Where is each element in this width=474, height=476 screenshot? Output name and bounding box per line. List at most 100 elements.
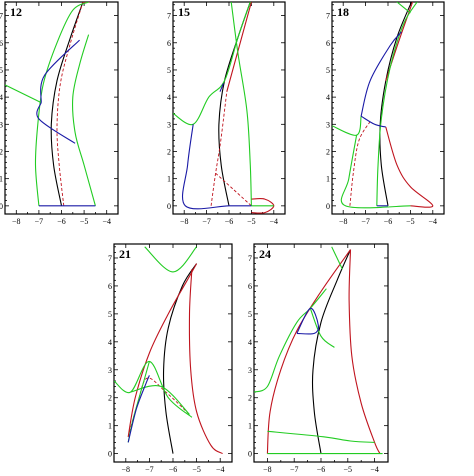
y-tick-label: 2 (167, 147, 171, 156)
y-tick-label: 0 (0, 202, 3, 211)
y-tick-label: 7 (248, 254, 252, 263)
x-tick-label: −8 (180, 217, 189, 226)
red-curve-4 (349, 121, 371, 206)
y-tick-label: 3 (167, 120, 171, 129)
y-tick-label: 1 (326, 175, 330, 184)
green-curve-7 (130, 385, 190, 415)
x-tick-label: −6 (317, 465, 326, 474)
y-tick-label: 7 (167, 12, 171, 21)
blue-curve-9 (127, 375, 150, 443)
y-tick-label: 5 (0, 66, 3, 75)
y-tick-label: 7 (326, 12, 330, 21)
x-tick-label: −5 (192, 465, 201, 474)
y-tick-label: 4 (326, 93, 330, 102)
blue-curve-9 (360, 31, 402, 117)
green-curve-6 (267, 430, 375, 443)
blue-curve-10 (360, 115, 386, 128)
red-curve-3 (348, 249, 381, 454)
panel-label: 21 (119, 247, 131, 261)
y-tick-label: 6 (108, 282, 112, 291)
y-tick-label: 7 (0, 12, 3, 21)
y-tick-label: 6 (326, 39, 330, 48)
panel-label: 15 (178, 5, 190, 19)
y-tick-label: 3 (248, 366, 252, 375)
green-curve-5 (332, 116, 362, 136)
blue-curve-9 (182, 124, 252, 210)
y-tick-label: 4 (0, 93, 3, 102)
x-tick-label: −5 (80, 217, 89, 226)
x-tick-label: −5 (247, 217, 256, 226)
green-curve-9 (331, 246, 343, 270)
black-curve-1 (379, 2, 413, 206)
x-tick-label: −7 (361, 217, 370, 226)
y-tick-label: 0 (248, 450, 252, 459)
y-tick-label: 2 (248, 394, 252, 403)
x-tick-label: −4 (429, 217, 438, 226)
blue-curve-10 (296, 307, 320, 335)
blue-curve-8 (36, 102, 76, 144)
panel-21: −8 −7 −6 −5 −4 0 1 2 3 4 5 6 7 21 (108, 243, 233, 474)
red-curve-2 (266, 249, 351, 454)
y-tick-label: 1 (0, 175, 3, 184)
x-tick-label: −7 (202, 217, 211, 226)
x-tick-label: −4 (216, 465, 225, 474)
y-tick-label: 2 (326, 147, 330, 156)
x-tick-label: −6 (57, 217, 66, 226)
y-tick-label: 1 (108, 422, 112, 431)
red-curve-2 (385, 126, 434, 208)
y-tick-label: 0 (108, 450, 112, 459)
red-curve-3 (56, 2, 84, 206)
green-curve-7 (376, 2, 418, 206)
plot-frame (4, 1, 119, 215)
x-tick-label: −6 (225, 217, 234, 226)
x-tick-label: −5 (406, 217, 415, 226)
x-tick-label: −5 (344, 465, 353, 474)
blue-curve-7 (40, 39, 80, 103)
red-curve-5 (215, 172, 252, 207)
black-curve-1 (162, 263, 198, 454)
green-curve-6 (173, 2, 251, 126)
black-curve-1 (311, 249, 352, 454)
panel-24: −8 −7 −6 −5 −4 0 1 2 3 4 5 6 7 24 (248, 243, 389, 474)
y-tick-label: 4 (167, 93, 171, 102)
y-tick-label: 3 (108, 366, 112, 375)
panel-label: 18 (337, 5, 349, 19)
y-tick-label: 3 (0, 120, 3, 129)
x-tick-label: −4 (370, 465, 379, 474)
green-curve-8 (396, 2, 411, 14)
y-tick-label: 4 (248, 338, 252, 347)
x-tick-label: −7 (145, 465, 154, 474)
black-curve-1 (50, 2, 84, 206)
x-tick-label: −4 (102, 217, 111, 226)
green-curve-8 (309, 308, 335, 348)
red-curve-4 (127, 377, 190, 437)
y-tick-label: 4 (108, 338, 112, 347)
y-tick-label: 5 (326, 66, 330, 75)
y-tick-label: 3 (326, 120, 330, 129)
green-curve-6 (340, 135, 411, 209)
x-tick-label: −6 (384, 217, 393, 226)
x-tick-label: −8 (263, 465, 272, 474)
x-tick-label: −8 (12, 217, 21, 226)
red-curve-4 (210, 91, 228, 206)
red-curve-2 (127, 263, 198, 437)
y-tick-label: 0 (326, 202, 330, 211)
x-tick-label: −7 (35, 217, 44, 226)
y-tick-label: 6 (248, 282, 252, 291)
y-tick-label: 6 (167, 39, 171, 48)
green-curve-6 (5, 84, 42, 104)
y-tick-label: 7 (108, 254, 112, 263)
panel-label: 24 (259, 247, 271, 261)
green-curve-5 (114, 360, 193, 418)
plot-frame (331, 1, 445, 215)
plot-frame (172, 1, 286, 215)
y-tick-label: 6 (0, 39, 3, 48)
panel-18: −8 −7 −6 −5 −4 0 1 2 3 4 5 6 7 18 (326, 1, 445, 226)
panel-label: 12 (10, 5, 22, 19)
x-tick-label: −6 (169, 465, 178, 474)
y-tick-label: 5 (167, 66, 171, 75)
green-curve-8 (144, 246, 198, 273)
y-tick-label: 5 (248, 310, 252, 319)
